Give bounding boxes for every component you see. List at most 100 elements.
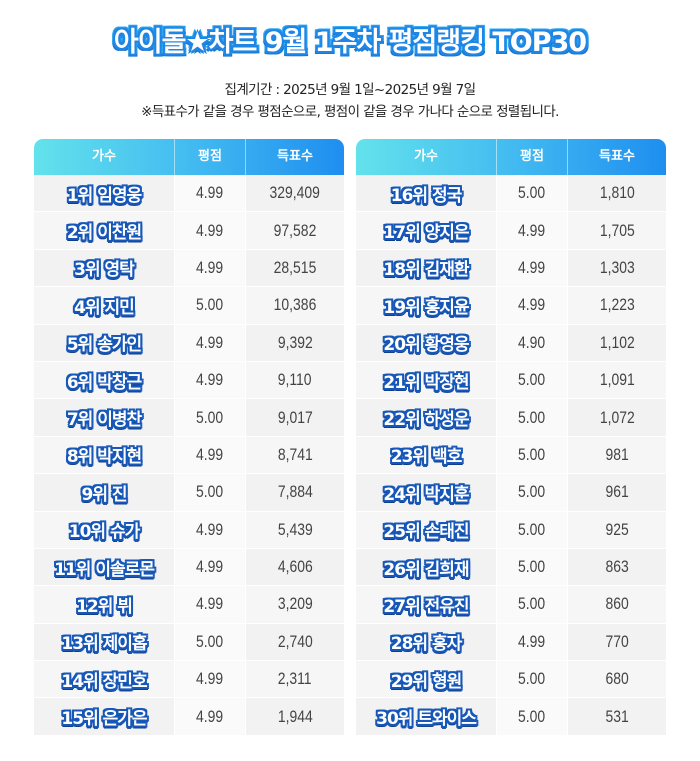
table-row: 2위 이찬원 4.99 97,582 bbox=[34, 212, 344, 250]
rating-value-cell: 4.99 bbox=[174, 661, 246, 698]
singer-name: 9위 진 bbox=[81, 484, 127, 505]
rating-value: 5.00 bbox=[518, 519, 546, 539]
singer-name: 20위 황영웅 bbox=[383, 335, 469, 356]
votes-value: 7,884 bbox=[277, 482, 313, 502]
rating-value: 4.90 bbox=[518, 332, 546, 352]
votes-value: 10,386 bbox=[273, 295, 317, 315]
table-row: 8위 박지현 4.99 8,741 bbox=[34, 436, 344, 475]
table-row: 13위 제이홉 5.00 2,740 bbox=[34, 623, 344, 662]
rating-value-cell: 4.99 bbox=[174, 436, 246, 474]
rating-value: 4.99 bbox=[196, 257, 224, 277]
singer-name: 22위 하성운 bbox=[383, 410, 469, 431]
votes-value: 28,515 bbox=[273, 257, 317, 277]
singer-name-cell: 19위 홍지윤 bbox=[356, 287, 496, 324]
rating-value-cell: 4.99 bbox=[174, 175, 246, 212]
singer-name-cell: 5위 송가인 bbox=[34, 324, 174, 361]
table-body: 16위 정국 5.00 1,810 17위 양지은 4.99 1,705 18위 김재환 4.… bbox=[356, 175, 666, 736]
singer-name-cell: 24위 박지훈 bbox=[356, 474, 496, 511]
table-row: 9위 진 5.00 7,884 bbox=[34, 474, 344, 512]
column-header-rating: 평점 bbox=[496, 139, 568, 175]
singer-name-cell: 30위 트와이스 bbox=[356, 698, 496, 735]
singer-name-cell: 26위 김희재 bbox=[356, 548, 496, 586]
singer-name-cell: 6위 박창근 bbox=[34, 361, 174, 399]
votes-value-cell: 680 bbox=[568, 661, 666, 698]
votes-value: 9,017 bbox=[277, 407, 313, 427]
votes-value: 3,209 bbox=[277, 594, 313, 614]
singer-name-cell: 3위 영탁 bbox=[34, 249, 174, 287]
singer-name-cell: 7위 이병찬 bbox=[34, 399, 174, 436]
singer-name-cell: 4위 지민 bbox=[34, 287, 174, 324]
ranking-table-left: 가수 평점 득표수 1위 임영웅 4.99 329,409 2위 이찬원 4.99 97,… bbox=[34, 139, 344, 736]
votes-value: 1,944 bbox=[277, 706, 313, 726]
rating-value: 5.00 bbox=[196, 482, 224, 502]
rating-value: 4.99 bbox=[196, 370, 224, 390]
singer-name: 12위 뷔 bbox=[76, 596, 133, 617]
page-title: 아이돌★차트 9월 1주차 평점랭킹 TOP30 bbox=[113, 27, 587, 58]
votes-value-cell: 1,705 bbox=[568, 212, 666, 249]
votes-value-cell: 28,515 bbox=[246, 249, 344, 287]
votes-value: 680 bbox=[605, 669, 629, 689]
singer-name-cell: 21위 박장현 bbox=[356, 361, 496, 399]
rating-value: 5.00 bbox=[518, 370, 546, 390]
singer-name: 24위 박지훈 bbox=[383, 484, 469, 505]
rating-value-cell: 5.00 bbox=[174, 623, 246, 661]
singer-name-cell: 17위 양지은 bbox=[356, 212, 496, 249]
votes-value: 925 bbox=[605, 519, 629, 539]
rating-value-cell: 5.00 bbox=[496, 436, 568, 474]
votes-value: 8,741 bbox=[277, 444, 313, 464]
rating-value-cell: 5.00 bbox=[496, 661, 568, 698]
rating-value: 4.99 bbox=[196, 519, 224, 539]
votes-value-cell: 2,740 bbox=[246, 623, 344, 661]
votes-value: 981 bbox=[605, 444, 629, 464]
table-header: 가수 평점 득표수 bbox=[34, 139, 344, 175]
table-row: 17위 양지은 4.99 1,705 bbox=[356, 212, 666, 250]
table-row: 14위 장민호 4.99 2,311 bbox=[34, 661, 344, 699]
rating-value-cell: 5.00 bbox=[496, 474, 568, 511]
singer-name-cell: 10위 슈가 bbox=[34, 511, 174, 548]
rating-value-cell: 4.99 bbox=[174, 698, 246, 735]
rating-value-cell: 5.00 bbox=[496, 698, 568, 735]
table-row: 10위 슈가 4.99 5,439 bbox=[34, 511, 344, 549]
singer-name-cell: 28위 홍자 bbox=[356, 623, 496, 661]
table-row: 1위 임영웅 4.99 329,409 bbox=[34, 175, 344, 213]
votes-value: 1,303 bbox=[599, 257, 635, 277]
votes-value-cell: 961 bbox=[568, 474, 666, 511]
column-header-singer: 가수 bbox=[414, 149, 438, 164]
singer-name: 17위 양지은 bbox=[383, 223, 469, 244]
column-header-singer: 가수 bbox=[92, 149, 116, 164]
votes-value: 97,582 bbox=[273, 220, 317, 240]
column-header-votes: 득표수 bbox=[277, 149, 313, 164]
rating-value-cell: 5.00 bbox=[496, 586, 568, 623]
votes-value-cell: 1,944 bbox=[246, 698, 344, 735]
votes-value-cell: 1,072 bbox=[568, 399, 666, 436]
rating-value: 5.00 bbox=[518, 482, 546, 502]
singer-name: 2위 이찬원 bbox=[66, 223, 142, 244]
votes-value-cell: 1,303 bbox=[568, 249, 666, 287]
singer-name-cell: 25위 손태진 bbox=[356, 511, 496, 548]
singer-name: 19위 홍지윤 bbox=[383, 297, 469, 318]
singer-name: 29위 형원 bbox=[390, 671, 462, 692]
rating-value: 4.99 bbox=[518, 220, 546, 240]
votes-value-cell: 1,091 bbox=[568, 361, 666, 399]
singer-name: 3위 영탁 bbox=[74, 260, 135, 281]
singer-name: 8위 박지현 bbox=[66, 447, 142, 468]
singer-name: 18위 김재환 bbox=[383, 260, 469, 281]
rating-value: 5.00 bbox=[518, 594, 546, 614]
votes-value-cell: 9,110 bbox=[246, 361, 344, 399]
rating-value: 4.99 bbox=[196, 183, 224, 203]
rating-value-cell: 4.90 bbox=[496, 324, 568, 361]
singer-name: 4위 지민 bbox=[74, 297, 135, 318]
votes-value-cell: 860 bbox=[568, 586, 666, 623]
votes-value: 860 bbox=[605, 594, 629, 614]
table-row: 7위 이병찬 5.00 9,017 bbox=[34, 399, 344, 437]
rating-value-cell: 5.00 bbox=[174, 287, 246, 324]
singer-name: 15위 은가은 bbox=[61, 709, 147, 730]
votes-value-cell: 8,741 bbox=[246, 436, 344, 474]
votes-value: 4,606 bbox=[277, 557, 313, 577]
votes-value-cell: 1,102 bbox=[568, 324, 666, 361]
votes-value: 770 bbox=[605, 631, 629, 651]
rating-value-cell: 5.00 bbox=[496, 548, 568, 586]
singer-name: 28위 홍자 bbox=[390, 634, 462, 655]
singer-name: 21위 박장현 bbox=[383, 372, 469, 393]
singer-name: 6위 박창근 bbox=[66, 372, 142, 393]
